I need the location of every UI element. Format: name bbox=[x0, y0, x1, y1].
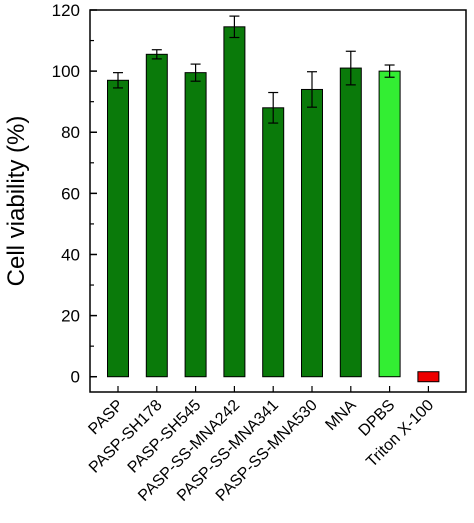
y-axis-ticks: 0 20 40 60 80 100 120 bbox=[52, 1, 97, 387]
y-tick-label: 100 bbox=[52, 62, 80, 81]
bar bbox=[223, 26, 246, 378]
plot-frame bbox=[89, 9, 467, 393]
bars bbox=[107, 26, 440, 383]
bar bbox=[378, 70, 401, 378]
y-tick-label: 40 bbox=[61, 245, 80, 264]
bar bbox=[107, 79, 129, 378]
bar bbox=[417, 371, 440, 383]
bar bbox=[184, 72, 207, 378]
error-bars bbox=[113, 15, 395, 124]
bar bbox=[262, 107, 285, 378]
bar bbox=[301, 88, 323, 378]
y-tick-label: 80 bbox=[61, 123, 80, 142]
bar bbox=[339, 67, 362, 378]
bar bbox=[145, 53, 168, 378]
y-tick-label: 120 bbox=[52, 1, 80, 20]
x-tick-label: MNA bbox=[322, 397, 359, 434]
y-tick-label: 60 bbox=[61, 184, 80, 203]
y-tick-label: 20 bbox=[61, 307, 80, 326]
x-tick-labels: PASPPASP-SH178PASP-SH545PASP-SS-MNA242PA… bbox=[85, 386, 437, 505]
y-axis-label: Cell viability (%) bbox=[3, 116, 30, 287]
y-tick-label: 0 bbox=[71, 368, 80, 387]
